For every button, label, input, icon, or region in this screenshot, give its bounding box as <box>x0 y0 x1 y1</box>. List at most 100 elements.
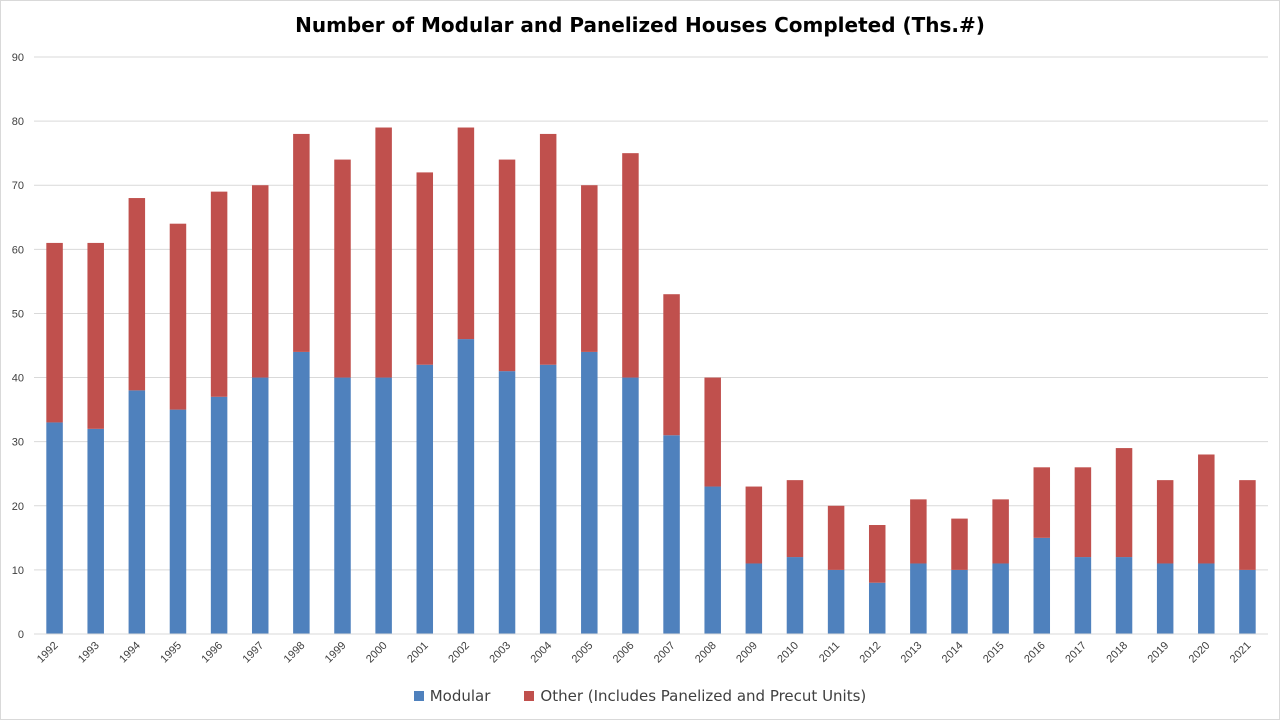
bar-modular-2010 <box>786 557 804 634</box>
bar-modular-2008 <box>704 486 721 634</box>
x-tick-label-2010: 2010 <box>775 640 801 666</box>
x-tick-label-2006: 2006 <box>611 640 637 666</box>
legend-label-modular: Modular <box>429 687 491 705</box>
chart-title: Number of Modular and Panelized Houses C… <box>295 13 985 37</box>
x-tick-label-1996: 1996 <box>199 640 225 666</box>
x-tick-label-2016: 2016 <box>1022 640 1048 666</box>
bar-other-2009 <box>745 486 763 564</box>
bar-other-2012 <box>868 525 886 583</box>
bar-modular-2002 <box>457 339 475 634</box>
x-tick-label-2003: 2003 <box>487 640 513 666</box>
bar-modular-2000 <box>375 377 392 634</box>
x-tick-label-1993: 1993 <box>76 640 102 666</box>
x-tick-label-2007: 2007 <box>652 640 678 666</box>
y-tick-label-40: 40 <box>12 373 24 385</box>
bar-other-2020 <box>1198 454 1215 564</box>
bar-other-2002 <box>457 127 475 340</box>
legend-swatch-other <box>524 691 535 701</box>
bar-modular-2005 <box>581 351 598 634</box>
x-tick-label-2004: 2004 <box>528 640 554 666</box>
bar-modular-2020 <box>1198 563 1215 634</box>
x-tick-label-2000: 2000 <box>364 640 390 666</box>
x-tick-label-2012: 2012 <box>858 640 884 666</box>
bar-modular-1992 <box>46 422 63 634</box>
x-tick-label-2005: 2005 <box>570 640 596 666</box>
bar-modular-2016 <box>1033 537 1051 634</box>
bar-other-2004 <box>539 133 557 365</box>
bar-other-2019 <box>1156 480 1174 564</box>
legend-label-other: Other (Includes Panelized and Precut Uni… <box>540 687 867 705</box>
bar-other-2014 <box>951 518 968 570</box>
bar-modular-2014 <box>951 569 968 634</box>
bar-other-1997 <box>251 185 269 378</box>
bar-other-1998 <box>293 133 310 352</box>
chart-legend: Modular Other (Includes Panelized and Pr… <box>1 687 1279 705</box>
y-tick-label-20: 20 <box>12 501 24 513</box>
x-tick-label-1998: 1998 <box>282 640 308 666</box>
bar-other-2017 <box>1074 467 1092 558</box>
bar-other-2013 <box>910 499 927 564</box>
x-tick-label-1992: 1992 <box>35 640 61 666</box>
bar-other-2015 <box>992 499 1009 564</box>
x-tick-label-2008: 2008 <box>693 640 719 666</box>
y-tick-label-70: 70 <box>12 180 24 192</box>
bar-modular-2013 <box>910 563 927 634</box>
x-tick-label-1997: 1997 <box>241 640 267 666</box>
bar-other-2008 <box>704 377 721 487</box>
y-tick-label-60: 60 <box>12 244 24 256</box>
bar-modular-1999 <box>334 377 351 634</box>
bar-other-2018 <box>1115 448 1133 558</box>
bar-modular-2011 <box>827 569 845 634</box>
bar-modular-2006 <box>622 377 639 634</box>
bar-other-2016 <box>1033 467 1051 538</box>
legend-item-modular: Modular <box>413 687 491 705</box>
x-tick-label-1995: 1995 <box>158 640 184 666</box>
bar-modular-2007 <box>663 435 680 634</box>
bar-other-2001 <box>416 172 434 365</box>
bar-modular-2015 <box>992 563 1009 634</box>
bar-modular-2019 <box>1156 563 1174 634</box>
legend-item-other: Other (Includes Panelized and Precut Uni… <box>524 687 866 705</box>
x-tick-label-2001: 2001 <box>405 640 431 666</box>
bar-modular-1993 <box>87 428 104 634</box>
bar-modular-2001 <box>416 364 434 634</box>
bar-modular-2018 <box>1115 557 1133 634</box>
bar-other-2011 <box>827 505 845 570</box>
bar-other-2003 <box>498 159 516 372</box>
bar-modular-1994 <box>128 390 146 634</box>
bar-other-2005 <box>581 185 598 352</box>
bar-modular-1997 <box>251 377 269 634</box>
bar-modular-1996 <box>210 396 228 634</box>
bar-modular-2004 <box>539 364 557 634</box>
bar-modular-1998 <box>293 351 310 634</box>
bar-other-2021 <box>1239 480 1256 570</box>
bar-other-1993 <box>87 242 104 429</box>
x-tick-label-2013: 2013 <box>899 640 925 666</box>
y-tick-label-90: 90 <box>12 52 24 64</box>
x-tick-label-2015: 2015 <box>981 640 1007 666</box>
legend-swatch-modular <box>413 691 424 701</box>
y-tick-label-50: 50 <box>12 308 24 320</box>
bar-modular-2003 <box>498 371 516 634</box>
bar-other-1995 <box>169 223 187 410</box>
bar-other-1996 <box>210 191 228 397</box>
bar-other-1994 <box>128 198 146 391</box>
x-tick-label-1994: 1994 <box>117 640 143 666</box>
bar-other-2000 <box>375 127 392 378</box>
x-tick-label-2018: 2018 <box>1104 640 1130 666</box>
bar-modular-2021 <box>1239 569 1256 634</box>
x-tick-label-1999: 1999 <box>323 640 349 666</box>
x-tick-label-2017: 2017 <box>1063 640 1089 666</box>
x-tick-label-2021: 2021 <box>1228 640 1254 666</box>
bar-modular-2017 <box>1074 557 1092 634</box>
x-tick-label-2002: 2002 <box>446 640 472 666</box>
bar-other-2006 <box>622 153 639 378</box>
bar-modular-1995 <box>169 409 187 634</box>
bar-other-2007 <box>663 294 680 436</box>
bar-other-1999 <box>334 159 351 378</box>
y-tick-label-80: 80 <box>12 116 24 128</box>
x-tick-label-2009: 2009 <box>734 640 760 666</box>
x-tick-label-2011: 2011 <box>817 640 842 665</box>
